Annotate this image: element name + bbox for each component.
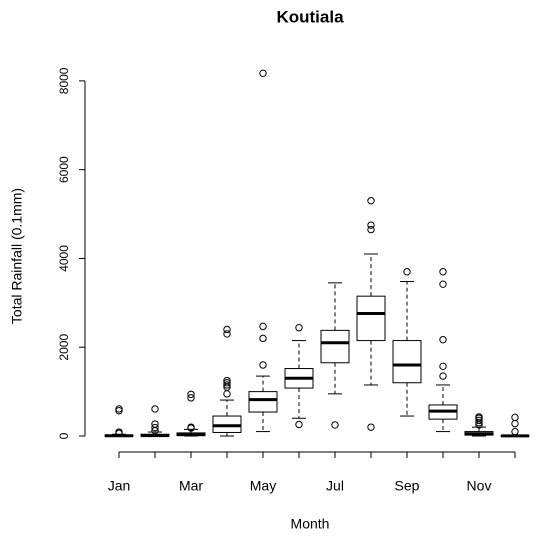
outlier	[187, 390, 195, 398]
box	[248, 391, 278, 413]
y-tick-label: 2000	[57, 334, 71, 361]
outlier	[295, 420, 303, 429]
x-axis-label: Month	[291, 516, 330, 532]
outlier	[367, 225, 375, 234]
y-tick-label: 4000	[57, 245, 71, 272]
outlier	[259, 361, 267, 369]
outlier	[223, 330, 231, 338]
x-tick-label: May	[250, 478, 276, 494]
outlier	[259, 334, 267, 343]
outlier	[511, 413, 519, 422]
outlier	[475, 416, 483, 425]
outlier	[439, 372, 447, 380]
outlier	[223, 381, 231, 389]
outlier	[151, 405, 159, 413]
outlier	[115, 429, 123, 438]
y-tick-label: 0	[57, 432, 71, 439]
outlier	[367, 197, 375, 205]
outlier	[187, 424, 195, 432]
outlier	[439, 362, 447, 371]
outlier	[259, 69, 267, 78]
outlier	[223, 325, 231, 334]
box	[320, 329, 350, 364]
y-tick-label: 6000	[57, 156, 71, 183]
outlier	[511, 427, 519, 436]
outlier	[403, 268, 411, 276]
x-tick-label: Nov	[467, 478, 492, 494]
outlier	[259, 322, 267, 331]
outlier	[475, 418, 483, 427]
outlier	[439, 280, 447, 288]
outlier	[151, 426, 159, 435]
outlier	[367, 221, 375, 229]
box	[356, 295, 386, 342]
y-tick-label: 8000	[57, 67, 71, 94]
outlier	[439, 268, 447, 276]
x-tick-label: Sep	[395, 478, 420, 494]
box	[392, 340, 422, 384]
outlier	[511, 419, 519, 428]
x-tick-label: Mar	[179, 478, 203, 494]
outlier	[115, 407, 123, 415]
outlier	[295, 323, 303, 332]
outlier	[439, 335, 447, 344]
outlier	[475, 421, 483, 429]
x-tick-label: Jan	[108, 478, 131, 494]
y-axis-label: Total Rainfall (0.1mm)	[9, 188, 25, 324]
outlier	[367, 423, 375, 431]
box	[212, 415, 242, 433]
chart-title: Koutiala	[276, 7, 344, 26]
outlier	[223, 379, 231, 387]
outlier	[223, 390, 231, 398]
x-tick-label: Jul	[326, 478, 344, 494]
outlier	[331, 421, 339, 429]
outlier	[187, 394, 195, 402]
outlier	[151, 423, 159, 432]
